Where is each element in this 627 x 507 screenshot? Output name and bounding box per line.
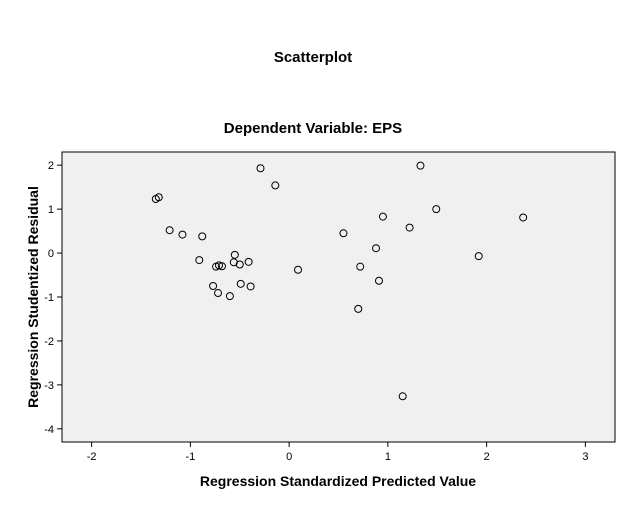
x-tick-label: 1 [385,451,391,463]
data-point [244,257,253,266]
y-axis-ticks: -4 -3 -2 -1 0 1 2 [44,160,62,436]
x-tick-label: -2 [87,451,97,463]
data-point [195,256,204,265]
data-point [474,252,483,261]
x-axis-label: Regression Standardized Predicted Value [200,473,476,489]
data-point [405,223,414,232]
data-point [294,265,303,274]
data-point [235,260,244,269]
data-point [154,193,163,202]
y-axis-label: Regression Studentized Residual [25,186,41,408]
data-point [165,226,174,235]
x-tick-label: 0 [286,451,292,463]
data-point [178,230,187,239]
y-tick-label: 2 [48,160,54,172]
chart-title: Scatterplot [274,49,352,66]
data-point [225,292,234,301]
data-point [271,181,280,190]
data-point [519,213,528,222]
chart-subtitle: Dependent Variable: EPS [224,120,402,137]
data-point [416,161,425,170]
y-tick-label: 1 [48,204,54,216]
data-point [356,262,365,271]
x-tick-label: 3 [582,451,588,463]
data-point [246,282,255,291]
data-point [378,212,387,221]
data-point [214,289,223,298]
y-tick-label: -4 [44,424,54,436]
data-point [339,229,348,238]
data-point [398,392,407,401]
y-tick-label: 0 [48,248,54,260]
data-point [236,279,245,288]
data-point [372,244,381,253]
data-point [209,282,218,291]
data-point [354,304,363,313]
data-point [230,250,239,259]
data-point [198,232,207,241]
x-tick-label: -1 [185,451,195,463]
y-tick-label: -2 [44,336,54,348]
y-tick-label: -1 [44,292,54,304]
data-point [374,276,383,285]
data-point [432,205,441,214]
y-tick-label: -3 [44,380,54,392]
data-point [217,262,226,271]
plot-area [61,151,616,443]
x-axis-ticks: -2 -1 0 1 2 3 [87,442,588,463]
data-points [151,161,528,401]
x-tick-label: 2 [484,451,490,463]
data-point [256,164,265,173]
